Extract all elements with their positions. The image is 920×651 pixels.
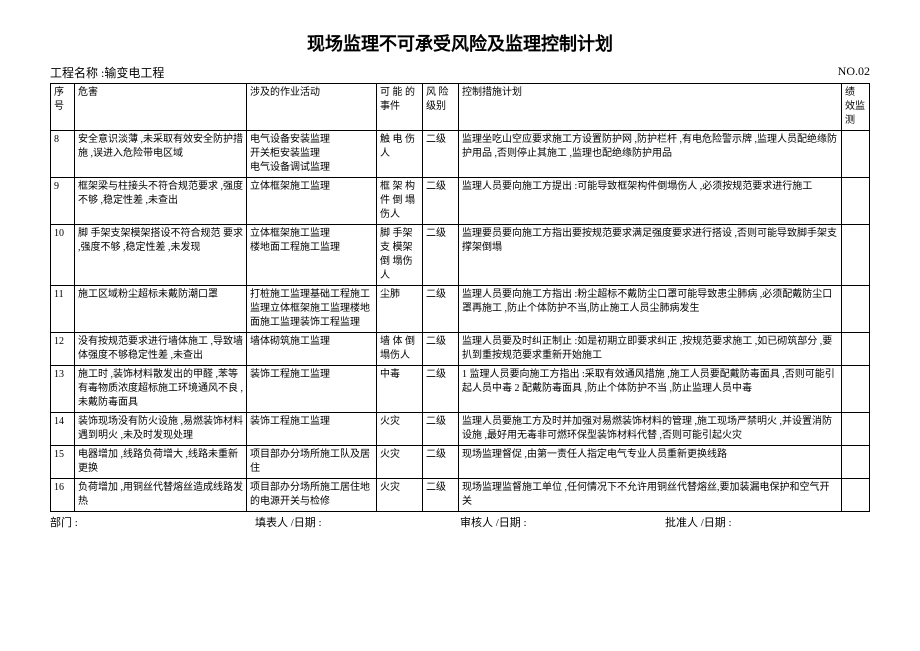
cell-measure: 现场监理督促 ,由第一责任人指定电气专业人员重新更换线路: [459, 446, 842, 479]
cell-activity: 装饰工程施工监理: [247, 366, 377, 413]
cell-activity: 立体框架施工监理楼地面工程施工监理: [247, 225, 377, 286]
cell-activity: 墙体砌筑施工监理: [247, 333, 377, 366]
col-perf: 绩 效监测: [842, 84, 870, 131]
cell-event: 墙 体 倒塌伤人: [377, 333, 423, 366]
cell-hazard: 没有按规范要求进行墙体施工 ,导致墙体强度不够稳定性差 ,未查出: [75, 333, 247, 366]
cell-activity: 项目部办分场所施工居住地的电源开关与检修: [247, 479, 377, 512]
cell-measure: 监理人员要向施工方指出 :粉尘超标不戴防尘口罩可能导致患尘肺病 ,必须配戴防尘口…: [459, 286, 842, 333]
table-row: 15电器增加 ,线路负荷增大 ,线路未重新更换项目部办分场所施工队及居住火灾二级…: [51, 446, 870, 479]
table-header-row: 序号 危害 涉及的作业活动 可 能 的事件 风 险级别 控制措施计划 绩 效监测: [51, 84, 870, 131]
col-activity: 涉及的作业活动: [247, 84, 377, 131]
cell-event: 火灾: [377, 479, 423, 512]
cell-measure: 监理人员要及时纠正制止 :如是初期立即要求纠正 ,按规范要求施工 ,如已砌筑部分…: [459, 333, 842, 366]
risk-table: 序号 危害 涉及的作业活动 可 能 的事件 风 险级别 控制措施计划 绩 效监测…: [50, 83, 870, 512]
cell-perf: [842, 178, 870, 225]
table-row: 11施工区域粉尘超标未戴防潮口罩打桩施工监理基础工程施工监理立体框架施工监理楼地…: [51, 286, 870, 333]
footer-row: 部门 : 填表人 /日期 : 审核人 /日期 : 批准人 /日期 :: [50, 514, 870, 530]
project-label: 工程名称 :: [50, 66, 104, 80]
footer-reviewer: 审核人 /日期 :: [460, 514, 665, 530]
cell-level: 二级: [423, 178, 459, 225]
footer-approver: 批准人 /日期 :: [665, 514, 870, 530]
table-row: 12没有按规范要求进行墙体施工 ,导致墙体强度不够稳定性差 ,未查出墙体砌筑施工…: [51, 333, 870, 366]
cell-hazard: 安全意识淡薄 ,未采取有效安全防护措施 ,误进入危险带电区域: [75, 131, 247, 178]
cell-level: 二级: [423, 333, 459, 366]
cell-level: 二级: [423, 366, 459, 413]
cell-seq: 12: [51, 333, 75, 366]
cell-level: 二级: [423, 131, 459, 178]
table-row: 16负荷增加 ,用铜丝代替熔丝造成线路发热项目部办分场所施工居住地的电源开关与检…: [51, 479, 870, 512]
cell-perf: [842, 286, 870, 333]
cell-level: 二级: [423, 225, 459, 286]
cell-hazard: 框架梁与柱接头不符合规范要求 ,强度不够 ,稳定性差 ,未查出: [75, 178, 247, 225]
footer-filler: 填表人 /日期 :: [255, 514, 460, 530]
table-row: 10脚 手架支架模架搭设不符合规范 要求 ,强度不够 ,稳定性差 ,未发现立体框…: [51, 225, 870, 286]
col-seq: 序号: [51, 84, 75, 131]
cell-hazard: 负荷增加 ,用铜丝代替熔丝造成线路发热: [75, 479, 247, 512]
cell-event: 框 架 构件 倒 塌伤人: [377, 178, 423, 225]
cell-event: 触 电 伤人: [377, 131, 423, 178]
cell-measure: 监理要员要向施工方指出要按规范要求满足强度要求进行搭设 ,否则可能导致脚手架支撑…: [459, 225, 842, 286]
cell-hazard: 施工时 ,装饰材料散发出的甲醛 ,苯等有毒物质浓度超标施工环境通风不良 ,未戴防…: [75, 366, 247, 413]
cell-level: 二级: [423, 413, 459, 446]
cell-level: 二级: [423, 479, 459, 512]
col-level: 风 险级别: [423, 84, 459, 131]
cell-perf: [842, 479, 870, 512]
cell-level: 二级: [423, 446, 459, 479]
cell-perf: [842, 225, 870, 286]
cell-seq: 15: [51, 446, 75, 479]
cell-seq: 9: [51, 178, 75, 225]
cell-activity: 立体框架施工监理: [247, 178, 377, 225]
cell-event: 火灾: [377, 446, 423, 479]
cell-event: 尘肺: [377, 286, 423, 333]
cell-perf: [842, 413, 870, 446]
cell-activity: 项目部办分场所施工队及居住: [247, 446, 377, 479]
header-row: 工程名称 :输变电工程 NO.02: [50, 64, 870, 81]
cell-activity: 打桩施工监理基础工程施工监理立体框架施工监理楼地面施工监理装饰工程监理: [247, 286, 377, 333]
cell-perf: [842, 131, 870, 178]
cell-level: 二级: [423, 286, 459, 333]
table-row: 9框架梁与柱接头不符合规范要求 ,强度不够 ,稳定性差 ,未查出立体框架施工监理…: [51, 178, 870, 225]
cell-seq: 8: [51, 131, 75, 178]
cell-seq: 14: [51, 413, 75, 446]
cell-hazard: 电器增加 ,线路负荷增大 ,线路未重新更换: [75, 446, 247, 479]
cell-hazard: 脚 手架支架模架搭设不符合规范 要求 ,强度不够 ,稳定性差 ,未发现: [75, 225, 247, 286]
table-row: 13施工时 ,装饰材料散发出的甲醛 ,苯等有毒物质浓度超标施工环境通风不良 ,未…: [51, 366, 870, 413]
table-row: 14装饰现场没有防火设施 ,易燃装饰材料遇到明火 ,未及时发现处理装饰工程施工监…: [51, 413, 870, 446]
cell-activity: 装饰工程施工监理: [247, 413, 377, 446]
cell-measure: 监理人员要向施工方提出 :可能导致框架构件倒塌伤人 ,必须按规范要求进行施工: [459, 178, 842, 225]
cell-measure: 现场监理监督施工单位 ,任何情况下不允许用铜丝代替熔丝,要加装漏电保护和空气开关: [459, 479, 842, 512]
project-name: 输变电工程: [104, 66, 164, 80]
cell-seq: 10: [51, 225, 75, 286]
col-event: 可 能 的事件: [377, 84, 423, 131]
cell-seq: 13: [51, 366, 75, 413]
cell-perf: [842, 366, 870, 413]
cell-perf: [842, 333, 870, 366]
col-hazard: 危害: [75, 84, 247, 131]
cell-perf: [842, 446, 870, 479]
page-title: 现场监理不可承受风险及监理控制计划: [50, 30, 870, 56]
cell-measure: 1 监理人员要向施工方指出 :采取有效通风措施 ,施工人员要配戴防毒面具 ,否则…: [459, 366, 842, 413]
cell-event: 脚 手架 支 模架 倒 塌伤人: [377, 225, 423, 286]
cell-event: 中毒: [377, 366, 423, 413]
cell-seq: 16: [51, 479, 75, 512]
cell-hazard: 装饰现场没有防火设施 ,易燃装饰材料遇到明火 ,未及时发现处理: [75, 413, 247, 446]
cell-hazard: 施工区域粉尘超标未戴防潮口罩: [75, 286, 247, 333]
doc-number: NO.02: [838, 64, 870, 81]
footer-dept: 部门 :: [50, 514, 255, 530]
cell-measure: 监理人员要施工方及时并加强对易燃装饰材料的管理 ,施工现场严禁明火 ,并设置消防…: [459, 413, 842, 446]
cell-seq: 11: [51, 286, 75, 333]
cell-event: 火灾: [377, 413, 423, 446]
project-info: 工程名称 :输变电工程: [50, 64, 164, 81]
col-measure: 控制措施计划: [459, 84, 842, 131]
cell-activity: 电气设备安装监理开关柜安装监理电气设备调试监理: [247, 131, 377, 178]
table-row: 8安全意识淡薄 ,未采取有效安全防护措施 ,误进入危险带电区域电气设备安装监理开…: [51, 131, 870, 178]
cell-measure: 监理坐吃山空应要求施工方设置防护网 ,防护栏杆 ,有电危险警示牌 ,监理人员配绝…: [459, 131, 842, 178]
